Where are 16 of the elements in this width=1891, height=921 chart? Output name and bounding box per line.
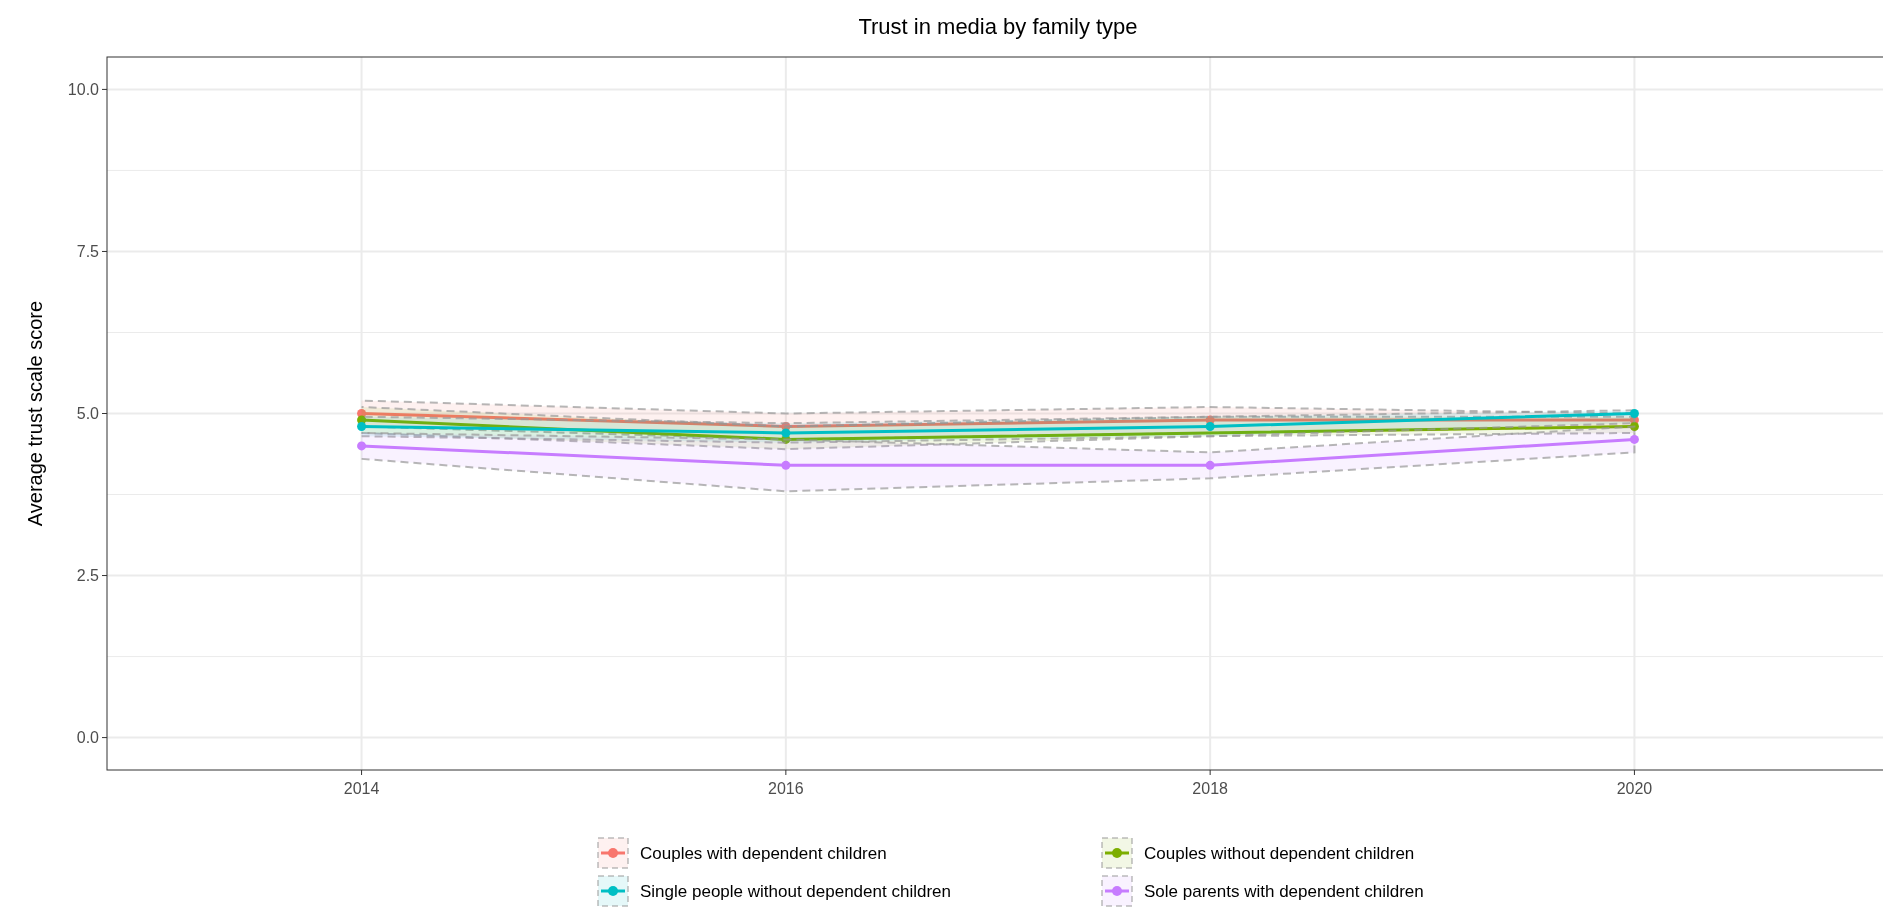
x-tick-label: 2020 [1616,780,1653,797]
y-tick-label: 2.5 [76,567,100,585]
legend-label: Couples with dependent children [640,843,887,863]
y-tick-label: 10.0 [67,81,100,99]
y-tick-label: 0.0 [76,729,100,747]
legend-label: Couples without dependent children [1144,843,1415,863]
y-tick-label: 5.0 [76,405,100,423]
x-tick-label: 2014 [343,780,380,797]
y-tick-label: 7.5 [76,243,100,261]
chart-title: Trust in media by family type [858,14,1138,39]
point [1629,409,1639,418]
x-tick-label: 2016 [768,780,804,797]
x-tick-label: 2018 [1192,780,1229,797]
legend-label: Single people without dependent children [640,881,951,901]
legend-label: Sole parents with dependent children [1144,881,1424,901]
y-axis-title: Average trust scale score [24,300,46,527]
